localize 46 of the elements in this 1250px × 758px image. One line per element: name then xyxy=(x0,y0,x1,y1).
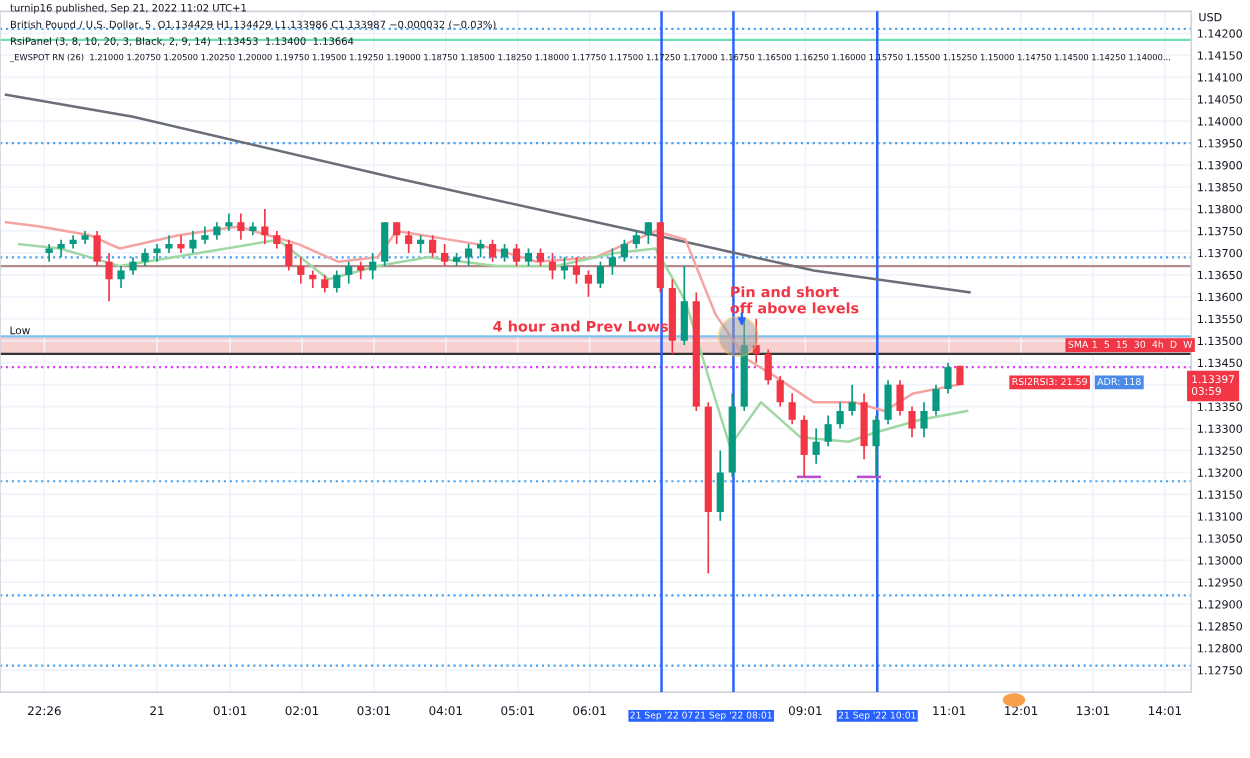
candlestick xyxy=(225,212,233,232)
candlestick xyxy=(441,243,449,267)
candlestick xyxy=(596,260,605,289)
candlestick xyxy=(165,234,173,254)
candlestick xyxy=(393,221,401,245)
candlestick xyxy=(788,392,796,426)
candlestick xyxy=(297,256,305,285)
candlestick xyxy=(812,427,820,465)
candlestick xyxy=(429,234,437,259)
candlestick xyxy=(932,383,940,417)
candlestick xyxy=(944,361,952,395)
candlestick xyxy=(608,247,616,276)
candlestick xyxy=(716,449,724,522)
candlestick xyxy=(896,379,904,417)
candlestick xyxy=(584,269,593,298)
candlestick xyxy=(333,269,341,294)
candlestick xyxy=(345,260,353,285)
candlestick xyxy=(105,252,113,303)
candlestick xyxy=(405,230,413,254)
candlestick xyxy=(117,265,125,289)
candlestick xyxy=(153,243,161,263)
candlestick xyxy=(848,383,856,417)
candlestick xyxy=(189,230,197,254)
candlestick xyxy=(860,392,868,461)
candlestick xyxy=(884,379,892,426)
line-series xyxy=(4,93,971,294)
candlestick xyxy=(752,317,760,364)
candlestick xyxy=(512,243,521,267)
candlestick xyxy=(381,221,389,267)
candlestick xyxy=(93,230,101,267)
candlestick xyxy=(908,405,916,439)
candlestick xyxy=(177,234,185,254)
candlestick xyxy=(776,375,784,408)
candlestick xyxy=(800,414,808,478)
candlestick xyxy=(836,401,844,430)
candlestick xyxy=(920,401,928,439)
candlestick xyxy=(620,238,628,263)
candlestick xyxy=(572,256,581,285)
candlestick xyxy=(872,414,880,478)
candlestick xyxy=(764,348,772,386)
candlestick xyxy=(285,238,293,272)
candlestick xyxy=(644,221,652,245)
candlestick xyxy=(824,414,832,447)
candlestick xyxy=(237,212,245,241)
candlestick xyxy=(488,238,497,263)
candlestick xyxy=(680,265,688,346)
